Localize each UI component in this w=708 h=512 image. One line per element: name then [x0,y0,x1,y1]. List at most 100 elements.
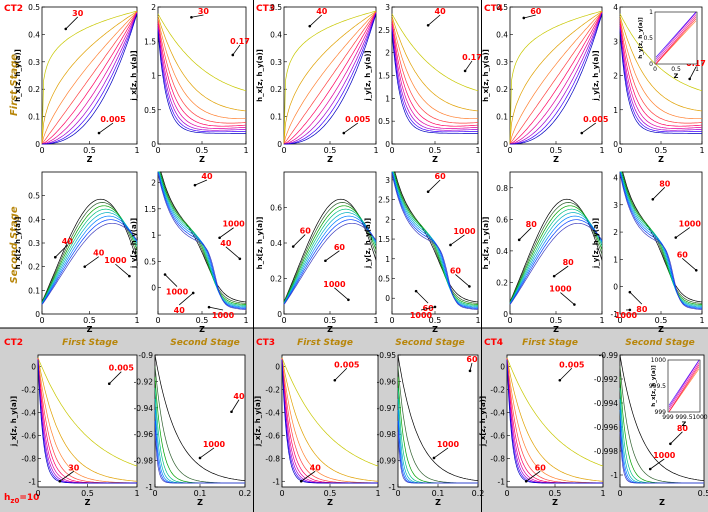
y-tick-label: -0.998 [594,447,618,456]
series-line [157,173,247,311]
annotation-label: 40 [310,463,322,472]
x-axis-label: Z [85,498,91,507]
y-tick-label: 0.4 [270,239,282,248]
series-line [506,357,604,467]
annotation-arrow [108,371,122,384]
y-tick-label: -0.4 [490,408,505,417]
annotation-arrow [55,244,68,258]
y-tick-label: 0 [277,140,282,149]
y-tick-label: -0.9 [138,351,153,360]
plot-area [509,171,603,315]
inset-y-axis-label: h_x[z, h_y(a)] [651,365,657,407]
series-line [619,24,703,129]
annotation-arrowhead [342,131,346,135]
series-line [397,431,478,484]
annotation-arrow [232,44,241,56]
series-line [509,12,603,145]
y-tick-label: 3 [385,3,390,12]
plot-area [397,354,479,488]
x-axis-label: Z [553,325,559,334]
y-tick-label: 1 [385,255,390,264]
annotation-arrowhead [558,378,562,382]
series-line [157,171,247,309]
annotation-arrowhead [324,259,327,263]
x-axis-label: Z [199,325,205,334]
bottom-second-stage-title-ct2: Second Stage [170,338,240,348]
annotation-arrow [98,122,114,134]
x-tick-label: 0.1 [194,489,207,498]
y-axis-label: h_x[z, h_y(a)] [14,49,22,102]
annotation-label: 60 [466,355,478,364]
inset-series-line [668,364,700,412]
series-line [283,10,377,145]
annotation-arrow [65,16,79,30]
y-tick-label: -0.98 [134,457,154,466]
series-line [391,29,478,133]
x-tick-label: 0 [617,316,622,325]
series-line [619,431,704,484]
inset-series-line [655,16,697,64]
annotation-label: 1000 [203,440,226,449]
annotation-arrow [629,291,643,305]
annotation-label: 80 [526,220,538,229]
y-tick-label: -0.95 [377,351,397,360]
annotation-label: 1000 [437,440,460,449]
x-tick-label: 1 [134,316,139,325]
series-line [42,13,138,145]
x-tick-label: 0 [281,146,286,155]
bottom-first-stage-title-ct4: First Stage [522,338,578,348]
annotation-arrow [433,447,449,459]
annotation-arrow [199,447,215,459]
annotation-arrowhead [207,305,211,309]
y-tick-label: 0.1 [496,113,508,122]
plot-area [509,6,603,145]
series-line [157,24,247,129]
series-line [392,171,479,304]
y-tick-label: 1 [151,72,156,81]
y-axis-label: h_x[z, h_y(a)] [482,49,490,102]
y-tick-label: -0.96 [377,377,397,386]
x-axis-label: Z [552,498,558,507]
series-line [391,27,478,131]
series-line [509,11,603,145]
y-axis-label: h_x[z, h_y(a)] [256,49,264,102]
x-tick-label: 0.5 [429,146,442,155]
series-line [391,171,479,309]
annotation-arrowhead [97,131,101,135]
annotation-arrow [427,179,441,193]
y-tick-label: 1 [151,231,156,240]
inset: 0 0.5 1 0 0.5 1 Zh_y[z, h_y(a)] [638,9,699,80]
inset-y-tick-label: 1000 [651,357,666,364]
y-tick-label: 0 [277,310,282,319]
annotation-label: 40 [62,237,74,246]
series-line [157,171,247,310]
annotation-label: 0.17 [230,37,250,46]
y-tick-label: 0.5 [28,3,40,12]
y-tick-label: -0.2 [21,385,36,394]
y-axis-label: j_x[z, h_y(a)] [479,396,487,447]
y-tick-label: 0.1 [28,286,40,295]
annotation-arrowhead [524,479,528,483]
x-tick-label: 0.2 [239,489,252,498]
annotation-label: 60 [300,227,312,236]
y-tick-label: 0.5 [270,3,282,12]
annotation-arrowhead [299,479,303,483]
series-line [283,219,377,305]
x-tick-label: 1 [599,316,604,325]
inset-series-line [668,359,700,406]
series-line [620,171,703,307]
bottom-first-stage-title-ct2: First Stage [62,338,118,348]
annotation-arrow [464,60,473,72]
annotation-arrow [581,122,596,134]
y-tick-label: 1.5 [378,72,390,81]
x-tick-label: 1 [243,146,248,155]
series-line [391,15,479,112]
annotation-label: 1000 [222,220,245,229]
series-line [41,219,138,305]
y-axis-label: j_x[z, h_y(a)] [10,396,18,447]
series-line [158,171,247,307]
bottom-first-stage-title-ct3: First Stage [297,338,353,348]
annotation-label: 40 [233,392,245,401]
annotation-arrowhead [580,131,584,135]
